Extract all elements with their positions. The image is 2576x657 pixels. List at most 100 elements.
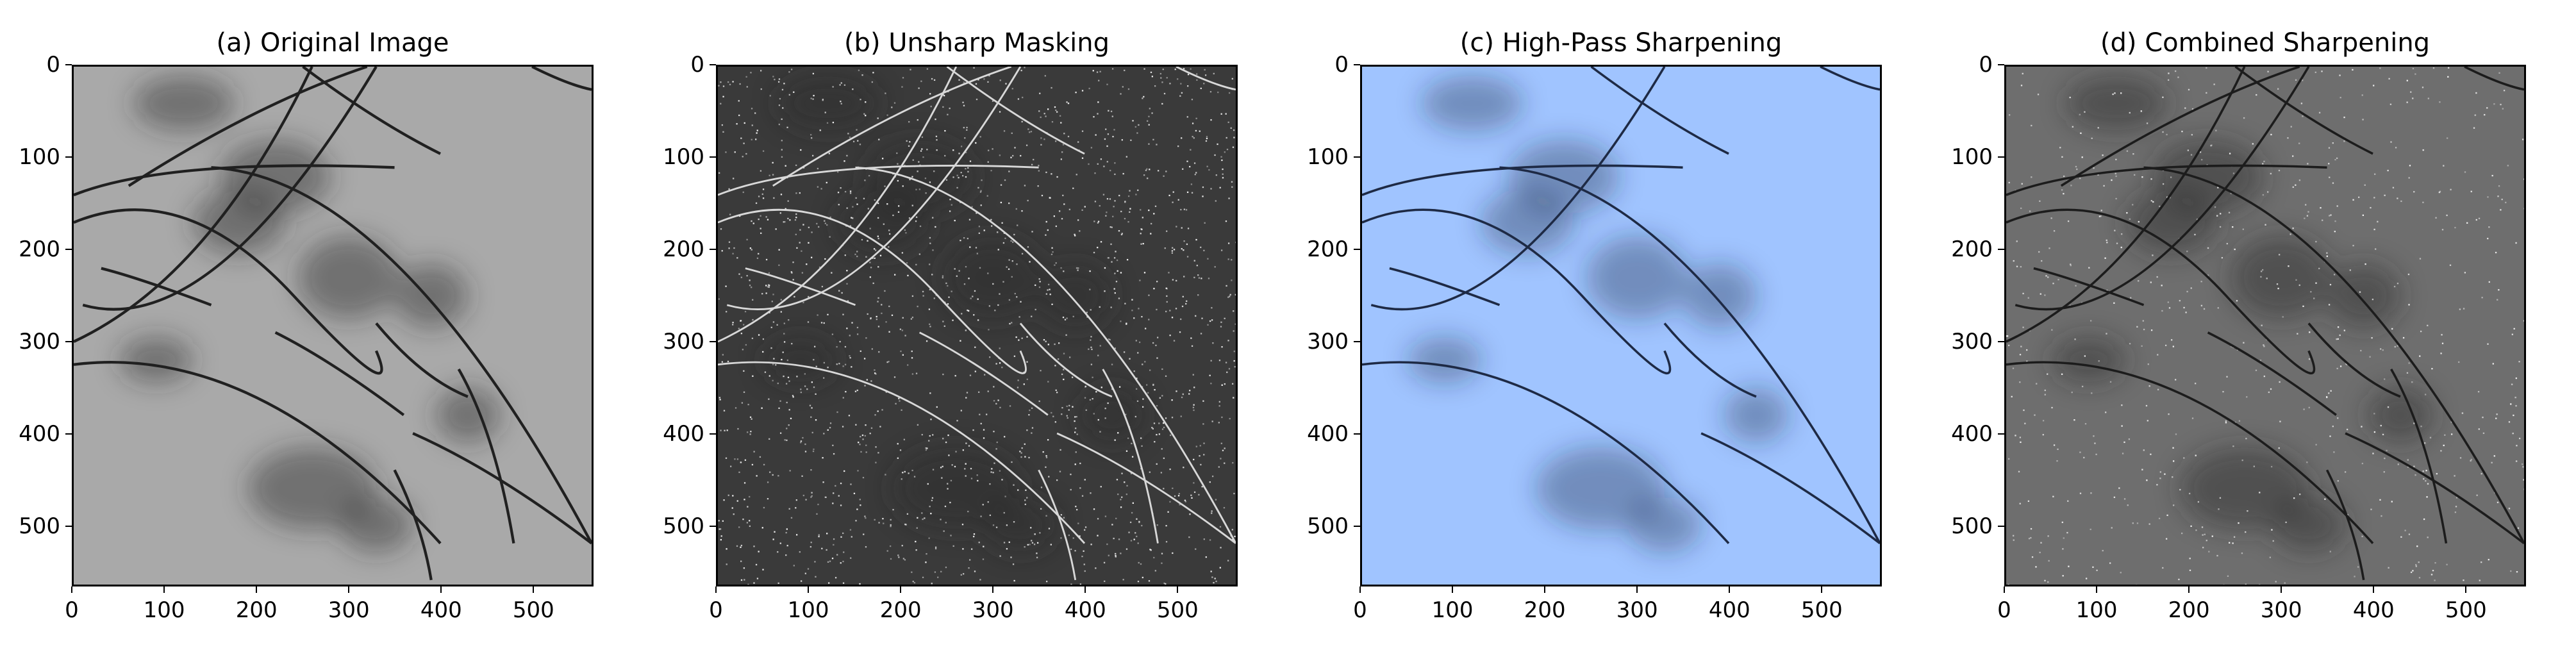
x-tick-label: 300 [2260,597,2302,623]
y-tick-mark [1998,249,2004,251]
y-tick-mark [710,156,716,158]
x-tick-mark [900,586,902,593]
y-tick-label: 400 [663,421,704,447]
x-tick-mark [163,586,165,593]
x-tick-label: 0 [1353,597,1367,623]
y-tick-label: 400 [1951,421,1993,447]
x-tick-label: 200 [235,597,278,623]
y-tick-label: 100 [663,144,704,170]
x-tick-label: 500 [1800,597,1843,623]
y-tick-label: 0 [1334,52,1349,78]
y-tick-label: 500 [19,513,60,540]
panel-title: (c) High-Pass Sharpening [1459,28,1782,58]
panel-original: (a) Original Image 0 100 200 300 400 500 0 100 20… [0,0,641,657]
x-tick-label: 0 [1997,597,2011,623]
x-tick-mark [533,586,535,593]
y-tick-mark [1354,156,1360,158]
x-tick-label: 400 [2352,597,2395,623]
x-tick-label: 200 [2168,597,2210,623]
panel-title: (d) Combined Sharpening [2100,28,2431,58]
y-tick-mark [65,526,72,528]
y-tick-mark [1354,526,1360,528]
x-tick-mark [71,586,72,593]
x-tick-mark [1452,586,1454,593]
y-tick-mark [710,433,716,435]
y-tick-mark [65,64,72,65]
y-tick-mark [1998,156,2004,158]
x-tick-label: 300 [1616,597,1658,623]
panel-title: (b) Unsharp Masking [843,28,1110,58]
y-tick-mark [65,433,72,435]
image-unsharp [716,65,1238,586]
x-tick-mark [808,586,810,593]
x-tick-label: 400 [1708,597,1750,623]
x-tick-label: 100 [1431,597,1474,623]
y-tick-mark [710,64,716,65]
x-tick-mark [2004,586,2005,593]
y-tick-label: 0 [1979,52,1993,78]
y-tick-label: 200 [1307,237,1349,263]
x-tick-mark [1821,586,1823,593]
y-tick-mark [1354,433,1360,435]
y-tick-mark [65,341,72,343]
panel-combined: (d) Combined Sharpening 0 100 200 300 400 500 0… [1932,0,2573,657]
image-combined [2004,65,2526,586]
y-tick-label: 200 [19,237,60,263]
x-tick-mark [2373,586,2375,593]
y-tick-mark [65,156,72,158]
y-tick-label: 200 [663,237,704,263]
y-tick-label: 100 [1307,144,1349,170]
y-tick-mark [710,341,716,343]
x-tick-mark [2096,586,2098,593]
panel-unsharp: (b) Unsharp Masking 0 100 200 300 400 500 0 100 2… [644,0,1285,657]
panel-title: (a) Original Image [216,28,449,58]
y-tick-mark [1998,341,2004,343]
y-tick-label: 0 [46,52,60,78]
y-tick-label: 500 [1307,513,1349,540]
x-tick-mark [1084,586,1086,593]
x-tick-mark [348,586,350,593]
x-tick-label: 0 [65,597,79,623]
y-tick-label: 200 [1951,237,1993,263]
x-tick-mark [1636,586,1638,593]
y-tick-mark [710,249,716,251]
y-tick-mark [710,526,716,528]
y-tick-label: 0 [690,52,704,78]
x-tick-mark [1359,586,1361,593]
y-tick-mark [1354,341,1360,343]
y-tick-mark [65,249,72,251]
x-tick-mark [2188,586,2190,593]
x-tick-label: 100 [143,597,185,623]
x-tick-mark [1544,586,1546,593]
image-highpass [1360,65,1882,586]
x-tick-label: 100 [2075,597,2118,623]
x-tick-mark [1729,586,1731,593]
y-tick-label: 400 [1307,421,1349,447]
x-tick-label: 400 [1064,597,1106,623]
y-tick-label: 300 [1951,329,1993,355]
y-tick-label: 400 [19,421,60,447]
x-tick-label: 500 [1156,597,1199,623]
y-tick-label: 100 [19,144,60,170]
x-tick-label: 300 [328,597,370,623]
x-tick-label: 200 [1524,597,1566,623]
x-tick-mark [992,586,994,593]
y-tick-mark [1354,249,1360,251]
x-tick-label: 0 [709,597,723,623]
y-tick-label: 100 [1951,144,1993,170]
x-tick-mark [1177,586,1179,593]
y-tick-label: 300 [1307,329,1349,355]
x-tick-mark [440,586,442,593]
y-tick-mark [1354,64,1360,65]
image-original [72,65,594,586]
y-tick-label: 500 [1951,513,1993,540]
y-tick-mark [1998,526,2004,528]
y-tick-label: 300 [663,329,704,355]
x-tick-mark [2465,586,2467,593]
x-tick-mark [715,586,717,593]
y-tick-label: 500 [663,513,704,540]
x-tick-label: 200 [879,597,922,623]
y-tick-mark [1998,64,2004,65]
x-tick-label: 500 [2445,597,2487,623]
x-tick-label: 400 [420,597,462,623]
